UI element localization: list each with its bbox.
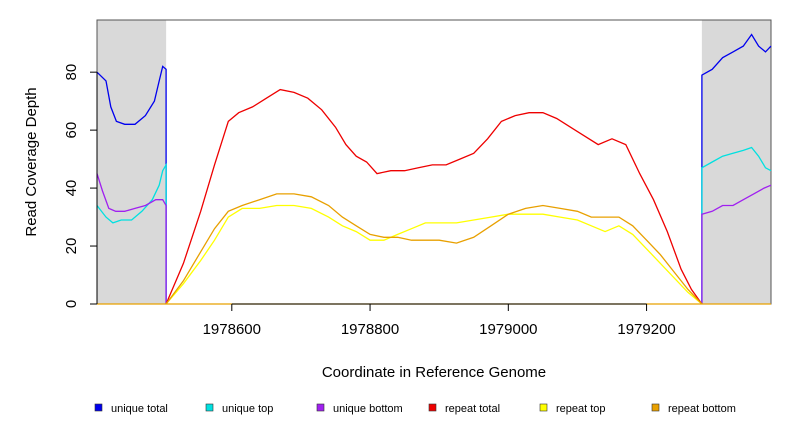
series-line-repeat-total-0: [165, 88, 703, 305]
legend-swatch-unique-top: [205, 403, 214, 412]
x-axis: 1978600 1978800 1979000 1979200: [203, 303, 676, 338]
legend-label-unique-top: unique top: [222, 403, 273, 415]
legend-label-repeat-bottom: repeat bottom: [668, 403, 736, 415]
plot-frame: [96, 19, 772, 305]
y-axis: 0 20 40 60 80: [63, 64, 98, 308]
series-line-unique-top-0: [96, 162, 167, 304]
legend-swatch-repeat-top: [539, 403, 548, 412]
series-lines: [96, 33, 772, 305]
series-line-unique-bottom-1: [701, 184, 772, 304]
y-tick-label: 20: [63, 238, 80, 255]
y-tick-label: 40: [63, 180, 80, 197]
series-line-repeat-bottom-0: [165, 193, 703, 305]
unique-region-shading: [97, 20, 771, 304]
y-axis-label: Read Coverage Depth: [23, 87, 40, 236]
legend-swatch-unique-total: [94, 403, 103, 412]
series-line-unique-top-1: [701, 146, 772, 304]
x-axis-label: Coordinate in Reference Genome: [322, 364, 546, 381]
x-tick-label: 1979200: [617, 321, 675, 338]
legend: unique total unique top unique bottom repea…: [94, 403, 736, 415]
x-tick-label: 1978800: [341, 321, 399, 338]
legend-label-unique-total: unique total: [111, 403, 168, 415]
y-tick-label: 0: [63, 300, 80, 308]
y-tick-label: 60: [63, 122, 80, 139]
series-line-unique-total-1: [701, 33, 772, 304]
legend-swatch-repeat-total: [428, 403, 437, 412]
legend-swatch-repeat-bottom: [651, 403, 660, 412]
x-tick-label: 1979000: [479, 321, 537, 338]
legend-label-repeat-total: repeat total: [445, 403, 500, 415]
legend-label-unique-bottom: unique bottom: [333, 403, 403, 415]
series-line-unique-bottom-0: [96, 173, 167, 304]
series-line-unique-total-0: [96, 65, 167, 304]
legend-swatch-unique-bottom: [316, 403, 325, 412]
y-tick-label: 80: [63, 64, 80, 81]
shade-left: [97, 20, 167, 304]
series-line-repeat-top-0: [165, 204, 703, 305]
legend-label-repeat-top: repeat top: [556, 403, 606, 415]
x-tick-label: 1978600: [203, 321, 261, 338]
